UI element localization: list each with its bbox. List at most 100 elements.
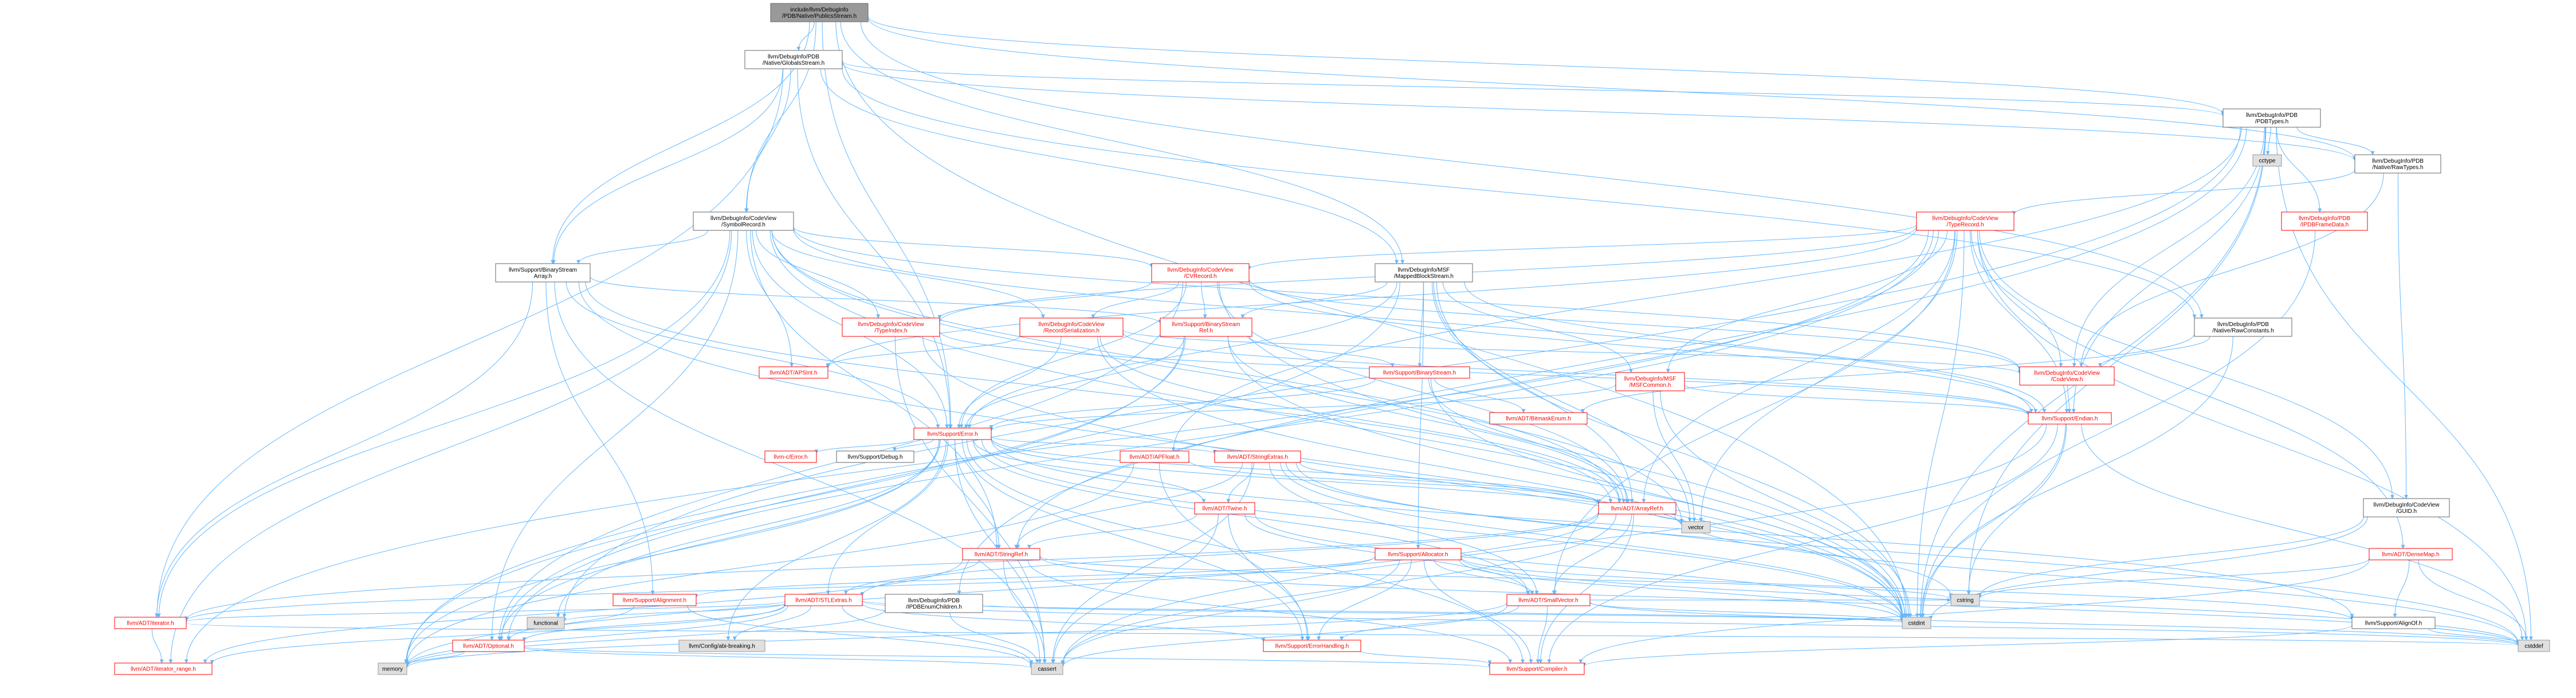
node-guid[interactable]: llvm/DebugInfo/CodeView/GUID.h [2363, 498, 2450, 517]
node-stringref[interactable]: llvm/ADT/StringRef.h [962, 548, 1040, 560]
edge-globals-to-pdbtypes [842, 61, 2225, 117]
node-pdbtypes-box [2222, 108, 2321, 128]
node-twine[interactable]: llvm/ADT/Twine.h [1194, 502, 1255, 515]
node-allocator-box [1375, 548, 1462, 560]
edge-root-to-error [822, 21, 953, 429]
edge-stringref-to-cstring [1039, 555, 1953, 600]
edge-strextras-to-cassert [1050, 462, 1252, 664]
node-cvrecord[interactable]: llvm/DebugInfo/CodeView/CVRecord.h [1151, 263, 1250, 283]
edge-symrec-to-cvrecord [793, 226, 1154, 268]
node-enumchildren-label-1: /IPDBEnumChildren.h [906, 604, 962, 610]
node-rawtypes[interactable]: llvm/DebugInfo/PDB/Native/RawTypes.h [2354, 154, 2441, 174]
edge-pdbtypes-to-cstddef [2276, 127, 2533, 641]
node-alignment[interactable]: llvm/Support/Alignment.h [612, 594, 697, 606]
node-typerec[interactable]: llvm/DebugInfo/CodeView/TypeRecord.h [1916, 211, 2015, 231]
node-smallvector-box [1506, 594, 1591, 606]
edge-arrayref-to-cstddef [1674, 513, 2520, 644]
node-iterrange[interactable]: llvm/ADT/iterator_range.h [114, 662, 213, 675]
node-allocator[interactable]: llvm/Support/Allocator.h [1375, 548, 1462, 560]
node-bstream[interactable]: llvm/Support/BinaryStream.h [1369, 366, 1470, 379]
edge-recser-to-apsint [826, 335, 1020, 367]
edge-stlextras-to-memory [405, 605, 788, 667]
node-apfloat[interactable]: llvm/ADT/APFloat.h [1120, 450, 1189, 463]
node-enumchildren[interactable]: llvm/DebugInfo/PDB/IPDBEnumChildren.h [885, 594, 983, 613]
node-stringref-box [962, 548, 1040, 560]
edge-error-to-functional [556, 439, 941, 618]
edge-stlextras-to-iterrange [210, 603, 786, 664]
edge-mappedblock-to-memory [405, 281, 1400, 664]
node-strextras[interactable]: llvm/ADT/StringExtras.h [1214, 450, 1301, 463]
node-bitmask[interactable]: llvm/ADT/BitmaskEnum.h [1489, 412, 1588, 425]
edge-error-to-debug [892, 439, 934, 452]
node-pdbtypes[interactable]: llvm/DebugInfo/PDB/PDBTypes.h [2222, 108, 2321, 128]
edge-typerec-to-optional [506, 230, 1934, 641]
node-mappedblock-label-1: /MappedBlockStream.h [1394, 273, 1454, 280]
edge-bstream-to-arrayref [1428, 378, 1630, 503]
node-functional-label-0: functional [533, 621, 558, 627]
node-smallvector[interactable]: llvm/ADT/SmallVector.h [1506, 594, 1591, 606]
node-pdbtypes-label-0: llvm/DebugInfo/PDB [2246, 112, 2298, 119]
edge-bstream-to-bitmask [1434, 378, 1526, 413]
edge-mappedblock-to-vector [1433, 281, 1692, 522]
node-typerec-box [1916, 211, 2015, 231]
node-endian[interactable]: llvm/Support/Endian.h [2028, 412, 2112, 425]
node-densemap[interactable]: llvm/ADT/DenseMap.h [2369, 548, 2453, 560]
edge-smallvector-to-cstdint [1589, 602, 1904, 623]
edge-allocator-to-iterator [184, 556, 1376, 622]
node-recser[interactable]: llvm/DebugInfo/CodeView/RecordSerializat… [1019, 317, 1124, 337]
node-iterator[interactable]: llvm/ADT/iterator.h [114, 617, 187, 629]
node-allocator-label-0: llvm/Support/Allocator.h [1388, 552, 1448, 558]
edge-msfcommon-to-endian [1684, 384, 2031, 415]
node-arrayref[interactable]: llvm/ADT/ArrayRef.h [1598, 502, 1676, 515]
node-error[interactable]: llvm/Support/Error.h [913, 428, 992, 440]
node-configbreaking-box [678, 640, 765, 652]
node-configbreaking-label-0: llvm/Config/abi-breaking.h [689, 644, 755, 650]
edge-alignof-to-compiler [1582, 625, 2353, 667]
node-rawconst[interactable]: llvm/DebugInfo/PDB/Native/RawConstants.h [2194, 317, 2292, 337]
node-cvrecord-box [1151, 263, 1250, 283]
node-root-label-0: include/llvm/DebugInfo [790, 7, 849, 13]
edge-bstreamref-to-error [964, 336, 1185, 429]
node-globals-box [744, 50, 843, 69]
node-globals[interactable]: llvm/DebugInfo/PDB/Native/GlobalsStream.… [744, 50, 843, 69]
node-stlextras[interactable]: llvm/ADT/STLExtras.h [784, 594, 863, 606]
node-optional-label-0: llvm/ADT/Optional.h [463, 644, 514, 650]
node-densemap-box [2369, 548, 2453, 560]
node-root[interactable]: include/llvm/DebugInfo/PDB/Native/Public… [770, 3, 869, 22]
node-msfcommon-box [1615, 372, 1685, 391]
node-mappedblock[interactable]: llvm/DebugInfo/MSF/MappedBlockStream.h [1375, 263, 1473, 283]
node-cctype-label-0: cctype [2259, 158, 2276, 164]
node-optional[interactable]: llvm/ADT/Optional.h [452, 640, 525, 652]
header-nodes: include/llvm/DebugInfo/PDB/Native/Public… [114, 3, 2550, 675]
node-alignof[interactable]: llvm/Support/AlignOf.h [2351, 617, 2436, 629]
edge-stlextras-to-functional [562, 603, 786, 622]
node-msfcommon[interactable]: llvm/DebugInfo/MSF/MSFCommon.h [1615, 372, 1685, 391]
node-pdbframe[interactable]: llvm/DebugInfo/PDB/IPDBFrameData.h [2281, 211, 2368, 231]
node-compiler[interactable]: llvm/Support/Compiler.h [1489, 662, 1585, 675]
edge-allocator-to-cstdint [1459, 559, 1904, 622]
node-debug[interactable]: llvm/Support/Debug.h [836, 450, 914, 463]
node-codeview[interactable]: llvm/DebugInfo/CodeView/CodeView.h [2019, 366, 2115, 386]
node-alignof-box [2351, 617, 2436, 629]
node-cerror[interactable]: llvm-c/Error.h [764, 450, 817, 463]
node-endian-box [2028, 412, 2112, 425]
edge-allocator-to-smallvector [1434, 559, 1534, 595]
edge-typerec-to-apsint [826, 227, 1917, 368]
edge-pdbtypes-to-pdbframe [2276, 127, 2322, 213]
node-functional-box [527, 617, 565, 629]
node-arrayref-label-0: llvm/ADT/ArrayRef.h [1611, 506, 1663, 512]
edge-stringref-to-stlextras [843, 559, 980, 595]
edge-arrayref-to-smallvector [1552, 513, 1632, 595]
node-typeindex[interactable]: llvm/DebugInfo/CodeView/TypeIndex.h [842, 317, 940, 337]
edge-twine-to-errorhandling [1228, 513, 1311, 641]
node-apsint[interactable]: llvm/ADT/APSInt.h [759, 366, 828, 379]
node-cerror-box [764, 450, 817, 463]
node-symrec[interactable]: llvm/DebugInfo/CodeView/SymbolRecord.h [693, 211, 794, 231]
node-cstddef: cstddef [2518, 640, 2550, 652]
node-error-box [913, 428, 992, 440]
node-symrec-label-1: /SymbolRecord.h [721, 222, 765, 228]
node-errorhandling[interactable]: llvm/Support/ErrorHandling.h [1263, 640, 1361, 652]
